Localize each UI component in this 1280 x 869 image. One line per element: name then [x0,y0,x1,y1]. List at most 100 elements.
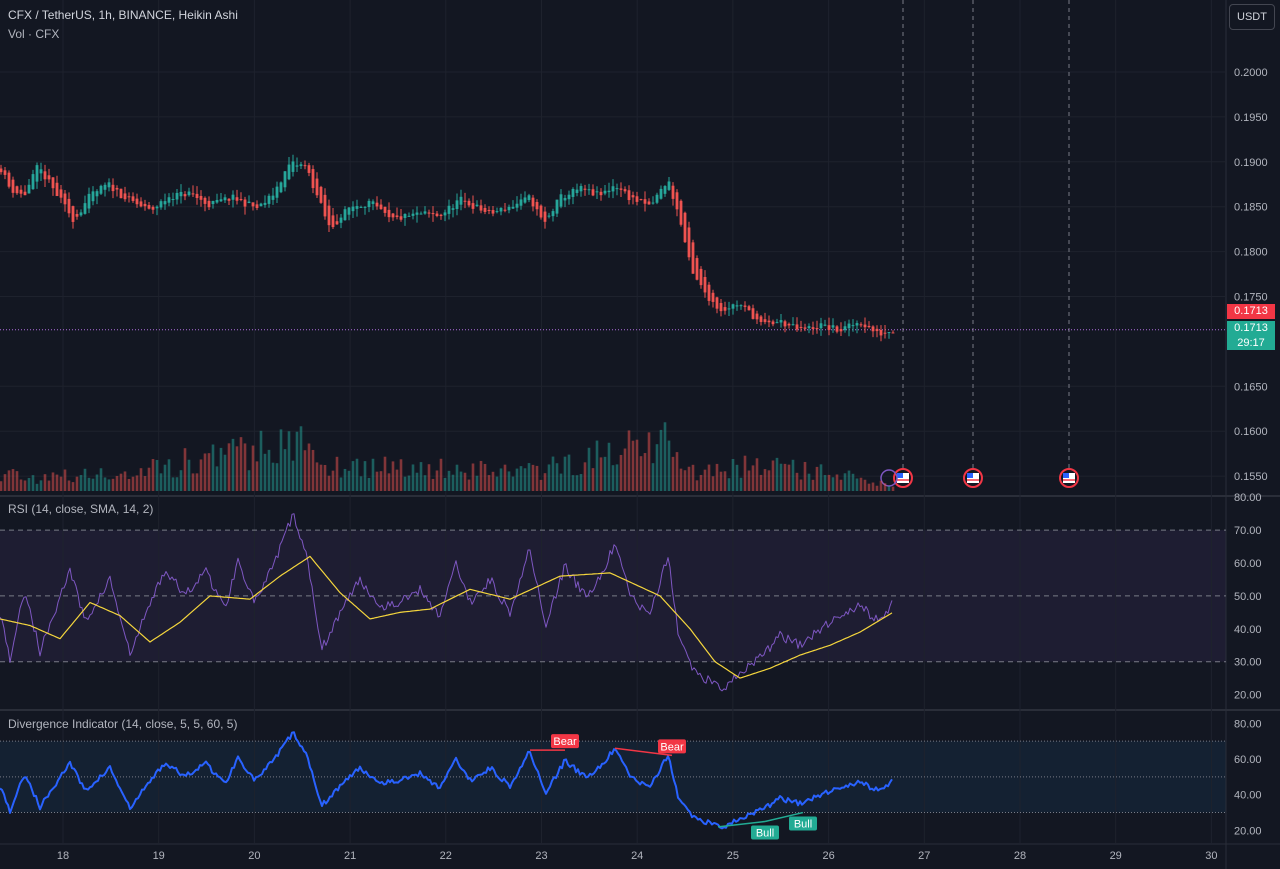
candle-body [183,194,187,197]
candle-body [547,215,551,217]
volume-bar [475,475,479,491]
candle-body [219,199,223,202]
candle-body [79,212,83,216]
volume-bar [315,462,319,491]
bull-label: Bull [756,827,774,839]
volume-legend[interactable]: Vol · CFX [8,27,60,41]
volume-bar [347,470,351,491]
candle-body [771,321,775,325]
candle-body [315,178,319,196]
volume-bar [559,473,563,491]
candle-body [239,198,243,201]
volume-bar [551,456,555,491]
candle-body [51,177,55,189]
candle-body [187,191,191,196]
volume-bar [883,483,887,491]
volume-bar [247,470,251,491]
volume-bar [55,474,59,491]
candle-body [687,227,691,258]
volume-bar [171,477,175,491]
candle-body [223,197,227,201]
candle-body [891,332,895,334]
candle-body [451,208,455,210]
volume-bar [467,479,471,491]
bear-label: Bear [553,736,577,748]
volume-bar [387,473,391,491]
candle-body [419,213,423,215]
volume-bar [767,470,771,491]
candle-body [355,206,359,209]
price-tick-label: 0.1800 [1234,247,1268,259]
volume-bar [787,464,791,491]
volume-bar [743,455,747,491]
divergence-tick-label: 20.00 [1234,825,1262,837]
volume-bar [235,446,239,491]
candle-body [611,186,615,192]
divergence-legend[interactable]: Divergence Indicator (14, close, 5, 5, 6… [8,717,238,731]
price-tick-label: 0.2000 [1234,67,1268,79]
candle-body [743,305,747,307]
volume-bar [103,477,107,491]
volume-bar [835,474,839,491]
volume-bar [587,447,591,491]
candle-body [319,186,323,203]
volume-bar [11,469,15,491]
volume-bar [95,474,99,491]
rsi-legend[interactable]: RSI (14, close, SMA, 14, 2) [8,502,154,516]
candle-body [659,188,663,199]
time-tick-label: 25 [727,850,739,862]
candle-body [379,204,383,210]
candle-body [431,213,435,215]
candle-body [43,171,47,180]
volume-bar [51,472,55,491]
candle-body [731,304,735,309]
candle-body [395,215,399,218]
volume-bar [663,422,667,491]
candle-body [47,175,51,180]
candle-body [259,203,263,207]
candle-body [555,199,559,214]
symbol-title[interactable]: CFX / TetherUS, 1h, BINANCE, Heikin Ashi [8,8,238,22]
price-tick-label: 0.1900 [1234,157,1268,169]
candle-body [91,191,95,202]
candle-body [575,189,579,193]
volume-bar [367,477,371,491]
volume-bar [711,476,715,491]
volume-bar [487,475,491,491]
candle-body [39,169,43,174]
volume-bar [851,473,855,491]
volume-bar [703,469,707,491]
candle-body [283,171,287,188]
candle-body [803,327,807,329]
candle-body [579,186,583,192]
time-tick-label: 29 [1110,850,1122,862]
volume-bar [423,475,427,491]
candle-body [207,200,211,208]
divergence-tick-label: 40.00 [1234,790,1262,802]
candle-body [755,313,759,320]
candle-body [619,188,623,190]
candle-body [287,164,291,180]
candle-body [783,321,787,327]
candle-body [463,200,467,202]
volume-bar [671,456,675,491]
volume-bar [343,468,347,491]
volume-bar [35,483,39,491]
volume-bar [699,474,703,491]
candle-body [479,205,483,211]
candle-body [863,324,867,328]
candle-body [299,164,303,167]
volume-bar [451,474,455,491]
volume-bar [595,440,599,491]
volume-bar [631,440,635,491]
volume-bar [375,471,379,491]
volume-bar [67,480,71,491]
volume-bar [775,457,779,491]
candle-body [527,195,531,201]
currency-button[interactable]: USDT [1229,4,1275,30]
candle-body [491,210,495,214]
candle-body [663,186,667,194]
candle-body [515,203,519,208]
volume-bar [223,454,227,491]
